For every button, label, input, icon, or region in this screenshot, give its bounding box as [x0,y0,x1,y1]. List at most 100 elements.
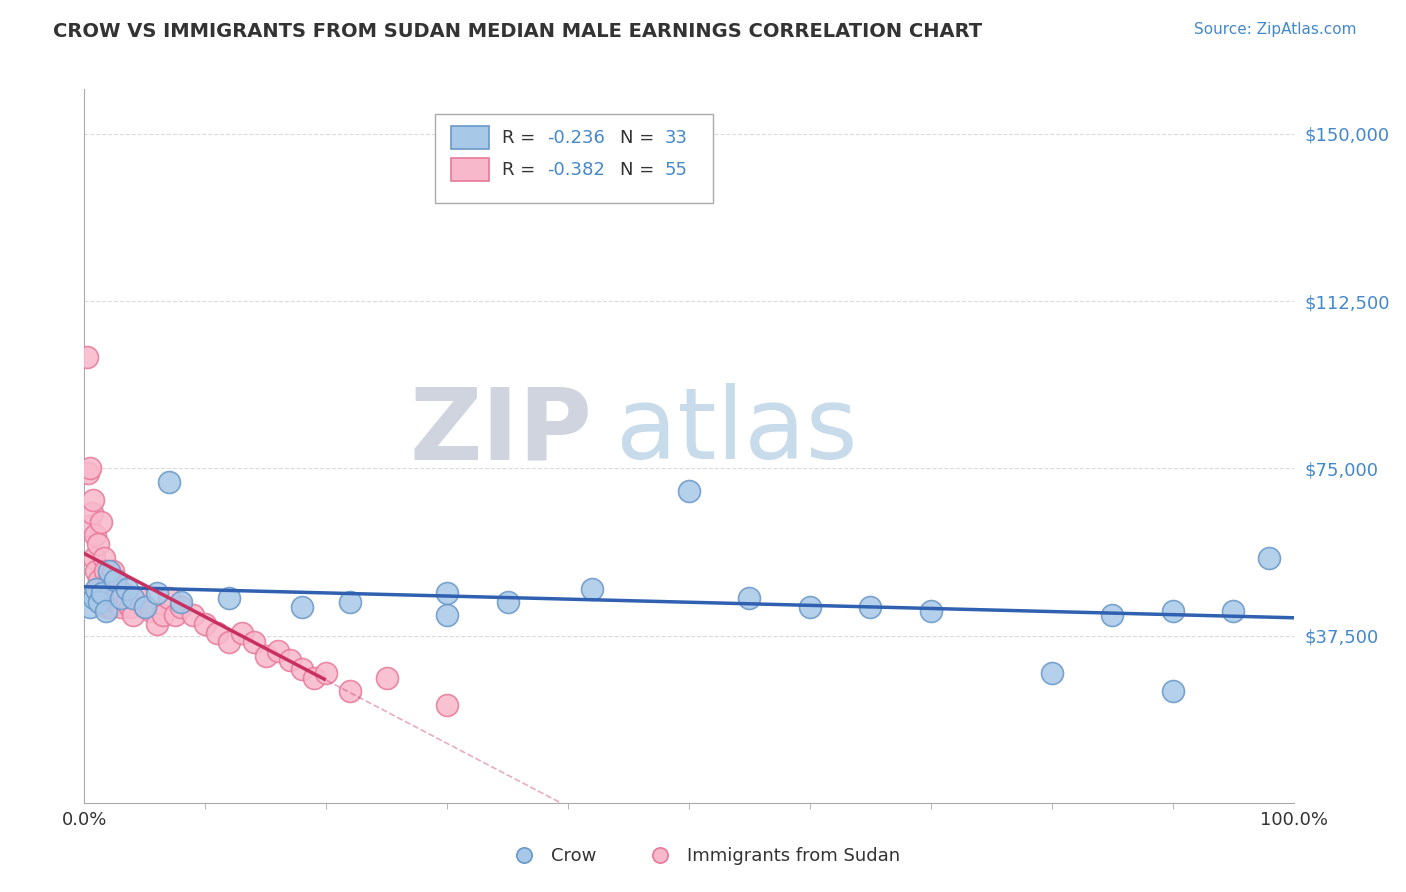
Immigrants from Sudan [90,515,112,529]
Immigrants from Sudan [77,466,100,480]
Crow [110,591,132,605]
Immigrants from Sudan [103,564,125,578]
Text: CROW VS IMMIGRANTS FROM SUDAN MEDIAN MALE EARNINGS CORRELATION CHART: CROW VS IMMIGRANTS FROM SUDAN MEDIAN MAL… [53,22,983,41]
Immigrants from Sudan [242,635,264,649]
Crow [496,595,519,609]
Immigrants from Sudan [207,626,229,640]
Immigrants from Sudan [157,591,180,605]
Legend: Crow, Immigrants from Sudan: Crow, Immigrants from Sudan [499,840,907,872]
Immigrants from Sudan [96,599,118,614]
Crow [170,595,193,609]
Immigrants from Sudan [84,528,107,542]
Crow [436,586,458,600]
Immigrants from Sudan [231,626,253,640]
Immigrants from Sudan [121,608,143,623]
Crow [1258,550,1281,565]
Immigrants from Sudan [107,582,129,596]
Crow [87,595,110,609]
Crow [1161,604,1184,618]
Immigrants from Sudan [170,599,193,614]
Immigrants from Sudan [105,591,128,605]
Immigrants from Sudan [80,506,103,520]
Crow [218,591,240,605]
Immigrants from Sudan [267,644,290,658]
Immigrants from Sudan [98,591,121,605]
Immigrants from Sudan [152,608,174,623]
Immigrants from Sudan [339,684,361,698]
Text: 33: 33 [665,128,688,146]
Immigrants from Sudan [94,582,117,596]
Immigrants from Sudan [86,564,108,578]
Immigrants from Sudan [181,608,204,623]
Immigrants from Sudan [375,671,398,685]
Immigrants from Sudan [76,350,98,364]
Immigrants from Sudan [110,599,132,614]
Immigrants from Sudan [115,595,138,609]
Immigrants from Sudan [165,608,187,623]
Immigrants from Sudan [97,573,120,587]
Immigrants from Sudan [93,550,115,565]
Crow [1222,604,1244,618]
Crow [157,475,180,489]
Immigrants from Sudan [291,662,314,676]
Crow [86,582,108,596]
Immigrants from Sudan [86,537,108,551]
Text: R =: R = [502,161,540,178]
Immigrants from Sudan [101,582,124,596]
Crow [799,599,821,614]
Immigrants from Sudan [77,519,100,533]
FancyBboxPatch shape [451,159,489,181]
Crow [121,591,143,605]
Text: N =: N = [620,128,659,146]
Immigrants from Sudan [278,653,301,667]
Immigrants from Sudan [302,671,325,685]
Text: -0.236: -0.236 [547,128,606,146]
Immigrants from Sudan [146,617,169,632]
Text: Source: ZipAtlas.com: Source: ZipAtlas.com [1194,22,1357,37]
Text: 55: 55 [665,161,688,178]
Immigrants from Sudan [79,461,101,475]
Crow [1040,666,1063,681]
Crow [79,599,101,614]
Immigrants from Sudan [218,635,240,649]
Crow [339,595,361,609]
Immigrants from Sudan [100,599,122,614]
Immigrants from Sudan [254,648,277,663]
Crow [859,599,882,614]
Immigrants from Sudan [104,595,127,609]
FancyBboxPatch shape [434,114,713,203]
Immigrants from Sudan [194,617,217,632]
Immigrants from Sudan [128,591,150,605]
Immigrants from Sudan [134,599,156,614]
Crow [91,586,114,600]
Immigrants from Sudan [89,582,111,596]
Crow [134,599,156,614]
Text: R =: R = [502,128,540,146]
Crow [104,573,127,587]
Immigrants from Sudan [112,586,135,600]
Immigrants from Sudan [91,591,114,605]
Immigrants from Sudan [104,573,127,587]
Text: atlas: atlas [616,384,858,480]
Text: N =: N = [620,161,659,178]
Immigrants from Sudan [120,599,142,614]
Text: -0.382: -0.382 [547,161,606,178]
Crow [83,591,105,605]
Immigrants from Sudan [139,604,162,618]
Crow [678,483,700,498]
Immigrants from Sudan [87,573,110,587]
Crow [1161,684,1184,698]
Crow [94,604,117,618]
Crow [146,586,169,600]
Immigrants from Sudan [83,550,105,565]
Crow [920,604,942,618]
Crow [1101,608,1123,623]
Crow [291,599,314,614]
Immigrants from Sudan [315,666,337,681]
Crow [436,608,458,623]
Crow [581,582,603,596]
Crow [97,564,120,578]
Text: ZIP: ZIP [409,384,592,480]
FancyBboxPatch shape [451,127,489,149]
Immigrants from Sudan [94,564,117,578]
